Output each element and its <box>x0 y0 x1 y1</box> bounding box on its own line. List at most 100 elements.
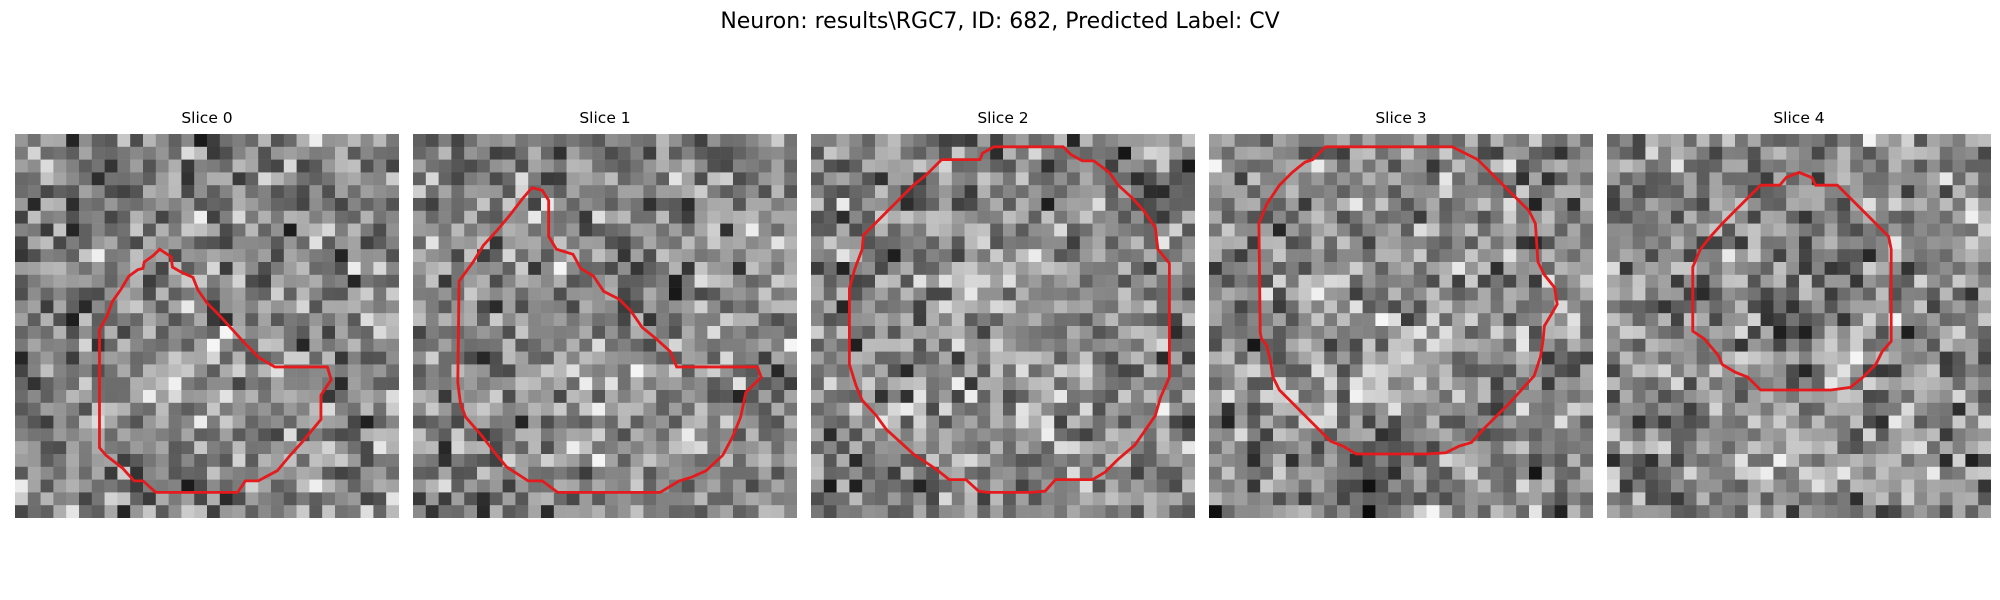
pixel <box>322 198 336 212</box>
pixel <box>926 390 940 404</box>
pixel <box>1850 223 1864 237</box>
pixel <box>1079 185 1093 199</box>
pixel <box>1143 134 1157 148</box>
pixel <box>155 313 169 327</box>
pixel <box>681 146 695 160</box>
pixel <box>104 159 118 173</box>
pixel <box>15 134 29 148</box>
pixel <box>1888 223 1902 237</box>
pixel <box>1811 223 1825 237</box>
pixel <box>1927 428 1941 442</box>
pixel <box>296 287 310 301</box>
pixel <box>386 454 399 468</box>
pixel <box>40 262 54 276</box>
pixel <box>91 249 105 263</box>
pixel <box>489 300 503 314</box>
pixel <box>1426 364 1440 378</box>
pixel <box>309 338 323 352</box>
pixel <box>143 415 157 429</box>
pixel <box>1054 172 1068 186</box>
pixel <box>541 377 555 391</box>
pixel-grid <box>413 134 797 518</box>
pixel <box>1914 390 1928 404</box>
pixel <box>811 492 825 506</box>
pixel <box>1131 326 1145 340</box>
pixel <box>1952 415 1966 429</box>
pixel <box>1645 351 1659 365</box>
pixel <box>1465 428 1479 442</box>
pixel <box>951 479 965 493</box>
pixel <box>1221 390 1235 404</box>
pixel <box>373 479 387 493</box>
pixel <box>1735 492 1749 506</box>
pixel <box>1079 505 1093 518</box>
pixel <box>605 466 619 480</box>
pixel <box>951 185 965 199</box>
pixel <box>373 313 387 327</box>
pixel <box>1388 223 1402 237</box>
pixel <box>1799 313 1813 327</box>
pixel <box>335 210 349 224</box>
pixel <box>1092 326 1106 340</box>
pixel <box>104 402 118 416</box>
pixel <box>811 185 825 199</box>
pixel <box>322 454 336 468</box>
pixel <box>489 249 503 263</box>
pixel <box>1978 249 1991 263</box>
pixel <box>1028 390 1042 404</box>
pixel <box>566 210 580 224</box>
pixel <box>322 479 336 493</box>
pixel <box>1234 377 1248 391</box>
pixel <box>784 492 797 506</box>
pixel <box>1516 172 1530 186</box>
pixel <box>117 134 131 148</box>
pixel <box>1837 351 1851 365</box>
pixel <box>1260 249 1274 263</box>
pixel <box>117 236 131 250</box>
pixel <box>1799 505 1813 518</box>
pixel <box>836 492 850 506</box>
pixel <box>322 505 336 518</box>
pixel <box>1273 338 1287 352</box>
pixel <box>579 351 593 365</box>
pixel <box>1079 262 1093 276</box>
pixel <box>1092 223 1106 237</box>
pixel <box>245 274 259 288</box>
pixel <box>1118 415 1132 429</box>
pixel <box>849 300 863 314</box>
pixel <box>1452 159 1466 173</box>
pixel <box>1529 479 1543 493</box>
pixel <box>1722 441 1736 455</box>
pixel <box>566 223 580 237</box>
pixel <box>104 351 118 365</box>
pixel <box>477 377 491 391</box>
pixel <box>1952 223 1966 237</box>
pixel <box>130 172 144 186</box>
pixel <box>887 479 901 493</box>
pixel <box>1554 402 1568 416</box>
pixel <box>1607 505 1621 518</box>
pixel <box>592 223 606 237</box>
pixel <box>1324 249 1338 263</box>
pixel <box>1143 505 1157 518</box>
pixel <box>977 249 991 263</box>
pixel <box>1490 210 1504 224</box>
pixel <box>1811 134 1825 148</box>
pixel <box>258 492 272 506</box>
pixel <box>1619 428 1633 442</box>
pixel <box>207 146 221 160</box>
pixel <box>1671 274 1685 288</box>
pixel <box>104 479 118 493</box>
pixel <box>1671 428 1685 442</box>
pixel <box>1567 159 1581 173</box>
pixel <box>1786 274 1800 288</box>
pixel <box>553 198 567 212</box>
pixel <box>347 146 361 160</box>
pixel <box>1709 454 1723 468</box>
pixel <box>347 492 361 506</box>
pixel <box>181 210 195 224</box>
pixel <box>1927 146 1941 160</box>
pixel <box>1978 313 1991 327</box>
pixel <box>438 134 452 148</box>
pixel <box>528 274 542 288</box>
